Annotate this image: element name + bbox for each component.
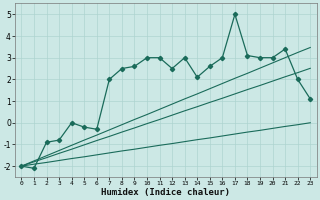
X-axis label: Humidex (Indice chaleur): Humidex (Indice chaleur) <box>101 188 230 197</box>
